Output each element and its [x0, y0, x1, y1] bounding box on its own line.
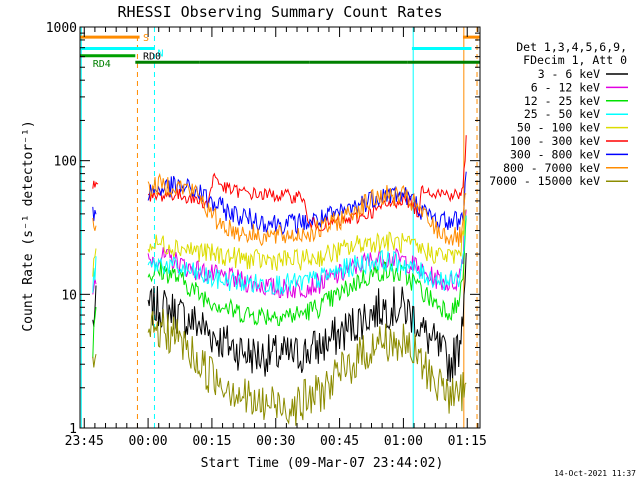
legend-entry-5: 100 - 300 keV	[510, 134, 600, 148]
legend-entry-4: 50 - 100 keV	[517, 121, 600, 135]
legend-entry-6: 300 - 800 keV	[510, 147, 600, 161]
legend-entry-1: 6 - 12 keV	[531, 80, 600, 94]
x-tick-label-3: 00:30	[256, 434, 295, 449]
legend-header-line-2: FDecim 1, Att 0	[523, 53, 627, 67]
state-bar-label-0: S	[143, 33, 149, 44]
legend-entry-7: 800 - 7000 keV	[503, 161, 600, 175]
x-tick-label-4: 00:45	[320, 434, 359, 449]
series-line-3	[92, 215, 467, 296]
legend-entry-0: 3 - 6 keV	[538, 67, 600, 81]
x-tick-label-1: 00:00	[129, 434, 168, 449]
legend-entry-3: 25 - 50 keV	[524, 107, 600, 121]
plot-frame	[79, 26, 481, 429]
legend-entry-8: 7000 - 15000 keV	[489, 174, 600, 188]
vertical-markers	[80, 27, 478, 428]
y-axis-label: Count Rate (s⁻¹ detector⁻¹)	[21, 120, 36, 331]
series-line-2	[92, 215, 467, 359]
series-line-8	[92, 308, 467, 426]
x-tick-label-0: 23:45	[65, 434, 104, 449]
x-axis: 23:45 00:00 00:15 00:30 00:45 01:00 01:15	[65, 27, 487, 449]
legend-header-line-1: Det 1,3,4,5,6,9,	[516, 40, 627, 54]
state-bars	[80, 35, 480, 64]
chart-title: RHESSI Observing Summary Count Rates	[117, 3, 442, 21]
x-tick-label-2: 00:15	[192, 434, 231, 449]
x-tick-label-5: 01:00	[384, 434, 423, 449]
legend-entry-2: 12 - 25 keV	[524, 94, 600, 108]
y-tick-label-2: 100	[54, 155, 77, 170]
x-tick-label-6: 01:15	[448, 434, 487, 449]
footer-timestamp: 14-Oct-2021 11:37	[554, 469, 636, 478]
series-lines	[92, 135, 467, 426]
y-axis: 1 10 100 1000	[46, 21, 480, 437]
y-tick-label-3: 1000	[46, 21, 77, 36]
y-tick-label-1: 10	[61, 288, 77, 303]
x-axis-label: Start Time (09-Mar-07 23:44:02)	[201, 456, 444, 471]
y-tick-label-0: 1	[69, 422, 77, 437]
state-bar-label-3: RD4	[93, 59, 111, 70]
series-line-4	[92, 209, 467, 277]
state-bar-label-1: N	[157, 49, 163, 60]
series-line-7	[92, 172, 467, 247]
state-bar-label-2: RD0	[143, 52, 161, 63]
legend: Det 1,3,4,5,6,9, FDecim 1, Att 0 3 - 6 k…	[489, 40, 628, 188]
